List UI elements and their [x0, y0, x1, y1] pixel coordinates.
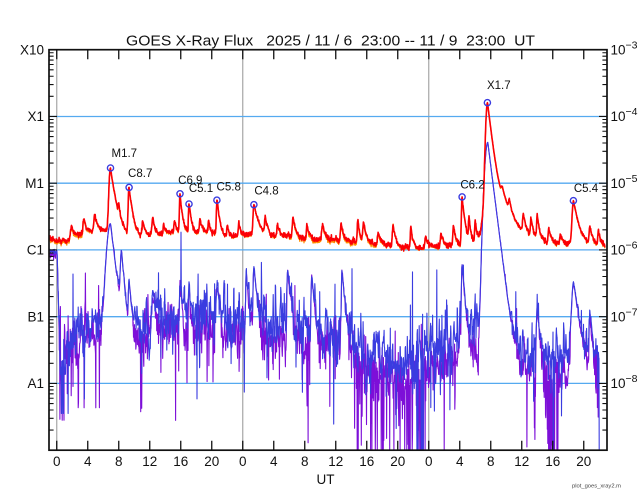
svg-text:16: 16: [359, 454, 374, 469]
svg-text:X1: X1: [27, 109, 44, 124]
svg-text:4: 4: [270, 454, 278, 469]
svg-text:20: 20: [204, 454, 219, 469]
svg-text:12: 12: [514, 454, 529, 469]
svg-text:C1: C1: [27, 243, 44, 258]
svg-text:C6.9: C6.9: [178, 175, 202, 187]
svg-text:X10: X10: [20, 42, 44, 57]
svg-text:12: 12: [142, 454, 157, 469]
svg-text:UT: UT: [317, 472, 335, 487]
svg-text:A1: A1: [27, 376, 44, 391]
svg-text:0: 0: [239, 454, 247, 469]
svg-text:12: 12: [328, 454, 343, 469]
svg-text:C8.7: C8.7: [128, 168, 152, 180]
svg-text:plot_goes_xray2.m: plot_goes_xray2.m: [572, 484, 621, 490]
svg-text:4: 4: [84, 454, 92, 469]
svg-text:8: 8: [487, 454, 495, 469]
svg-text:16: 16: [545, 454, 560, 469]
svg-text:8: 8: [115, 454, 123, 469]
svg-text:C6.2: C6.2: [460, 180, 484, 192]
svg-text:M1.7: M1.7: [112, 148, 138, 160]
svg-text:C5.1: C5.1: [189, 183, 213, 195]
svg-text:0: 0: [53, 454, 61, 469]
svg-text:GOES X-Ray Flux 2025 / 11 /: GOES X-Ray Flux 2025 / 11 / 6 23:00 -- 1…: [126, 34, 535, 50]
svg-text:20: 20: [390, 454, 405, 469]
svg-text:16: 16: [173, 454, 188, 469]
svg-text:C5.4: C5.4: [574, 183, 599, 195]
svg-text:B1: B1: [27, 309, 44, 324]
svg-text:8: 8: [301, 454, 309, 469]
svg-text:C5.8: C5.8: [217, 181, 241, 193]
svg-text:M1: M1: [25, 176, 44, 191]
svg-text:C4.8: C4.8: [254, 186, 278, 198]
svg-text:X1.7: X1.7: [487, 80, 511, 92]
svg-text:4: 4: [456, 454, 464, 469]
svg-text:0: 0: [425, 454, 433, 469]
svg-text:20: 20: [576, 454, 591, 469]
